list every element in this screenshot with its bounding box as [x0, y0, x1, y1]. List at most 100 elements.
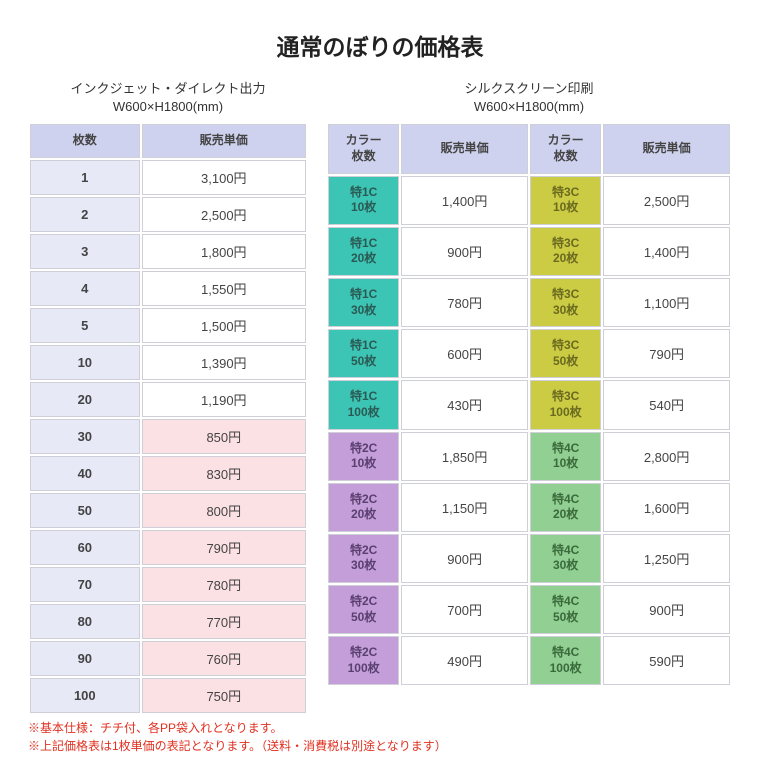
silk-label-cell: 特3C100枚	[530, 380, 601, 429]
inkjet-price-cell: 760円	[142, 641, 306, 676]
left-heading: インクジェット・ダイレクト出力 W600×H1800(mm)	[28, 80, 308, 116]
silk-price-cell: 1,150円	[401, 483, 528, 532]
silk-label-cell: 特4C100枚	[530, 636, 601, 685]
silk-price-cell: 430円	[401, 380, 528, 429]
table-row: 40830円	[30, 456, 306, 491]
inkjet-price-cell: 1,550円	[142, 271, 306, 306]
table-row: 201,190円	[30, 382, 306, 417]
inkjet-qty-cell: 5	[30, 308, 140, 343]
inkjet-price-cell: 1,390円	[142, 345, 306, 380]
silk-price-cell: 1,400円	[603, 227, 730, 276]
silk-label-cell: 特1C10枚	[328, 176, 399, 225]
inkjet-price-cell: 2,500円	[142, 197, 306, 232]
page-title: 通常のぼりの価格表	[28, 28, 732, 62]
inkjet-price-cell: 3,100円	[142, 160, 306, 195]
inkjet-qty-cell: 60	[30, 530, 140, 565]
silk-label-cell: 特2C100枚	[328, 636, 399, 685]
silk-price-cell: 1,850円	[401, 432, 528, 481]
inkjet-table: 枚数 販売単価 13,100円22,500円31,800円41,550円51,5…	[28, 122, 308, 715]
silk-label-cell: 特3C20枚	[530, 227, 601, 276]
silk-price-cell: 600円	[401, 329, 528, 378]
silk-label-cell: 特1C50枚	[328, 329, 399, 378]
table-row: 特2C50枚700円特4C50枚900円	[328, 585, 730, 634]
inkjet-col-price: 販売単価	[142, 124, 306, 158]
inkjet-price-cell: 790円	[142, 530, 306, 565]
silk-price-cell: 900円	[401, 227, 528, 276]
inkjet-price-cell: 850円	[142, 419, 306, 454]
silk-label-cell: 特3C10枚	[530, 176, 601, 225]
inkjet-qty-cell: 70	[30, 567, 140, 602]
silk-col-label-l: カラー 枚数	[328, 124, 399, 173]
silk-col-price-r: 販売単価	[603, 124, 730, 173]
table-row: 特1C100枚430円特3C100枚540円	[328, 380, 730, 429]
silk-price-cell: 490円	[401, 636, 528, 685]
right-heading-l2: W600×H1800(mm)	[474, 99, 584, 114]
table-row: 13,100円	[30, 160, 306, 195]
inkjet-qty-cell: 4	[30, 271, 140, 306]
inkjet-price-cell: 830円	[142, 456, 306, 491]
silk-price-cell: 700円	[401, 585, 528, 634]
left-heading-l1: インクジェット・ダイレクト出力	[70, 81, 265, 96]
inkjet-qty-cell: 2	[30, 197, 140, 232]
silk-price-cell: 1,400円	[401, 176, 528, 225]
inkjet-qty-cell: 100	[30, 678, 140, 713]
left-column: インクジェット・ダイレクト出力 W600×H1800(mm) 枚数 販売単価 1…	[28, 80, 308, 715]
silk-price-cell: 1,250円	[603, 534, 730, 583]
table-row: 101,390円	[30, 345, 306, 380]
inkjet-price-cell: 800円	[142, 493, 306, 528]
inkjet-price-cell: 1,800円	[142, 234, 306, 269]
inkjet-qty-cell: 80	[30, 604, 140, 639]
inkjet-qty-cell: 40	[30, 456, 140, 491]
table-row: 特2C10枚1,850円特4C10枚2,800円	[328, 432, 730, 481]
silk-price-cell: 590円	[603, 636, 730, 685]
table-row: 30850円	[30, 419, 306, 454]
table-row: 100750円	[30, 678, 306, 713]
table-row: 22,500円	[30, 197, 306, 232]
inkjet-qty-cell: 90	[30, 641, 140, 676]
silk-label-cell: 特1C100枚	[328, 380, 399, 429]
silk-price-cell: 900円	[603, 585, 730, 634]
silk-price-cell: 900円	[401, 534, 528, 583]
silk-price-cell: 540円	[603, 380, 730, 429]
inkjet-price-cell: 1,500円	[142, 308, 306, 343]
silk-label-cell: 特2C50枚	[328, 585, 399, 634]
silk-price-cell: 780円	[401, 278, 528, 327]
right-column: シルクスクリーン印刷 W600×H1800(mm) カラー 枚数 販売単価 カラ…	[326, 80, 732, 687]
table-row: 特1C30枚780円特3C30枚1,100円	[328, 278, 730, 327]
silk-label-cell: 特1C30枚	[328, 278, 399, 327]
silk-price-cell: 1,100円	[603, 278, 730, 327]
inkjet-qty-cell: 1	[30, 160, 140, 195]
table-row: 特1C10枚1,400円特3C10枚2,500円	[328, 176, 730, 225]
silk-label-cell: 特4C10枚	[530, 432, 601, 481]
table-row: 90760円	[30, 641, 306, 676]
table-row: 51,500円	[30, 308, 306, 343]
columns-wrap: インクジェット・ダイレクト出力 W600×H1800(mm) 枚数 販売単価 1…	[28, 80, 732, 715]
silk-col-price-l: 販売単価	[401, 124, 528, 173]
silk-price-cell: 2,500円	[603, 176, 730, 225]
inkjet-col-qty: 枚数	[30, 124, 140, 158]
table-row: 特2C30枚900円特4C30枚1,250円	[328, 534, 730, 583]
table-row: 特1C50枚600円特3C50枚790円	[328, 329, 730, 378]
footnote-1: ※基本仕様：チチ付、各PP袋入れとなります。	[28, 719, 732, 737]
inkjet-qty-cell: 50	[30, 493, 140, 528]
left-heading-l2: W600×H1800(mm)	[113, 99, 223, 114]
silk-label-cell: 特2C20枚	[328, 483, 399, 532]
inkjet-qty-cell: 3	[30, 234, 140, 269]
inkjet-price-cell: 780円	[142, 567, 306, 602]
inkjet-qty-cell: 10	[30, 345, 140, 380]
inkjet-price-cell: 1,190円	[142, 382, 306, 417]
right-heading: シルクスクリーン印刷 W600×H1800(mm)	[326, 80, 732, 116]
table-row: 特1C20枚900円特3C20枚1,400円	[328, 227, 730, 276]
silk-price-cell: 2,800円	[603, 432, 730, 481]
table-row: 60790円	[30, 530, 306, 565]
table-row: 50800円	[30, 493, 306, 528]
table-row: 特2C100枚490円特4C100枚590円	[328, 636, 730, 685]
inkjet-qty-cell: 30	[30, 419, 140, 454]
silk-label-cell: 特3C30枚	[530, 278, 601, 327]
silk-price-cell: 790円	[603, 329, 730, 378]
silk-label-cell: 特4C20枚	[530, 483, 601, 532]
inkjet-price-cell: 750円	[142, 678, 306, 713]
silk-label-cell: 特2C10枚	[328, 432, 399, 481]
right-heading-l1: シルクスクリーン印刷	[465, 81, 594, 96]
footnote-2: ※上記価格表は1枚単価の表記となります。（送料・消費税は別途となります）	[28, 737, 732, 755]
